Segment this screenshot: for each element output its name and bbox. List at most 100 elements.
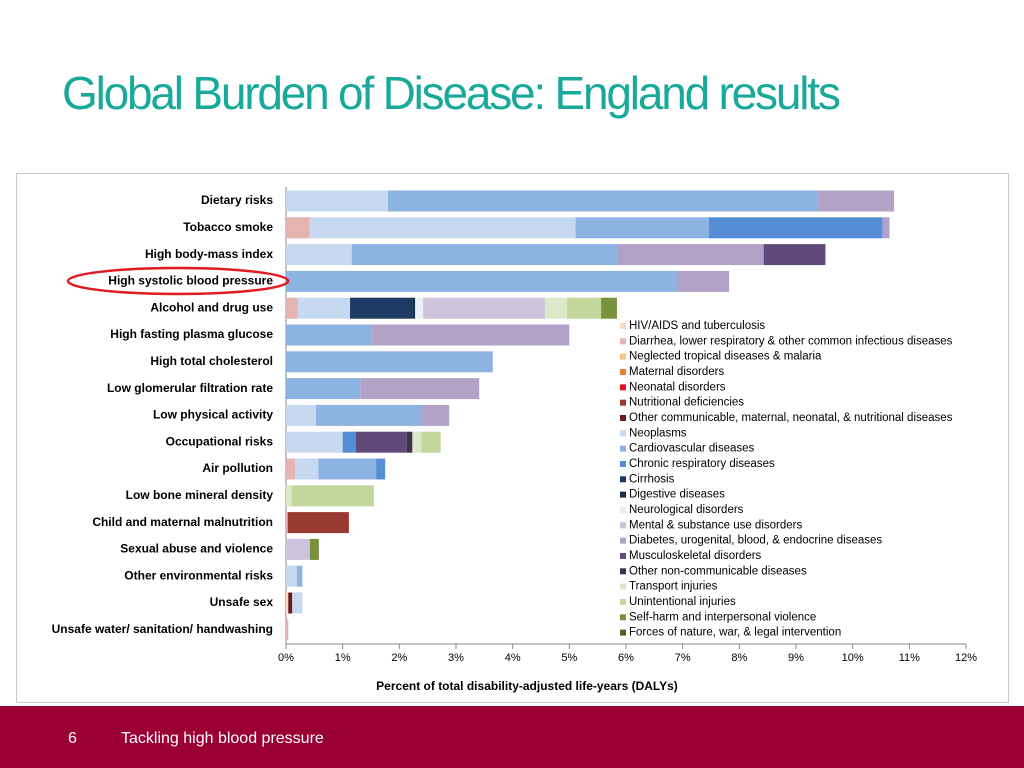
bar-segment — [818, 190, 895, 212]
legend-label: Diarrhea, lower respiratory & other comm… — [629, 335, 953, 347]
legend-label: Mental & substance use disorders — [629, 519, 802, 531]
x-tick-label: 1% — [335, 652, 351, 664]
legend-label: Transport injuries — [629, 581, 718, 593]
bar-segment — [286, 592, 289, 614]
bar-segment — [286, 378, 361, 400]
bar-segment — [544, 297, 568, 319]
bar-segment — [575, 217, 709, 239]
x-tick-label: 9% — [788, 652, 804, 664]
bar-segment — [288, 592, 293, 614]
legend-swatch — [620, 384, 626, 391]
bar-segment — [309, 217, 576, 239]
x-tick-label: 11% — [899, 652, 920, 664]
bar-segment — [286, 485, 292, 507]
legend-label: HIV/AIDS and tuberculosis — [629, 320, 765, 332]
legend-swatch — [620, 537, 626, 544]
y-tick-label: Low bone mineral density — [126, 488, 274, 502]
legend-label: Cirrhosis — [629, 473, 675, 485]
x-tick-label: 10% — [842, 652, 864, 664]
bar-segment — [286, 351, 493, 373]
legend-label: Neglected tropical diseases & malaria — [629, 351, 822, 363]
bar-segment — [708, 217, 883, 239]
y-tick-label: Other environmental risks — [124, 568, 273, 582]
bar-segment — [297, 297, 351, 319]
bar-segment — [412, 297, 416, 319]
bar-segment — [291, 485, 374, 507]
legend-label: Neurological disorders — [629, 504, 744, 516]
chart: Percent of total disability-adjusted lif… — [16, 173, 1009, 703]
y-tick-label: High total cholesterol — [150, 354, 273, 368]
legend-label: Diabetes, urogenital, blood, & endocrine… — [629, 535, 882, 547]
legend-swatch — [620, 491, 626, 498]
bar-segment — [295, 458, 319, 480]
bar-segment — [406, 431, 413, 453]
footer: 6 Tackling high blood pressure — [0, 706, 1024, 768]
y-tick-label: Occupational risks — [166, 434, 274, 448]
y-tick-label: Low physical activity — [153, 408, 273, 422]
bar-segment — [360, 378, 480, 400]
bar-segment — [763, 244, 826, 266]
y-tick-label: Sexual abuse and violence — [120, 542, 273, 556]
bar-segment — [286, 538, 310, 560]
y-tick-label: Tobacco smoke — [183, 220, 273, 234]
bar-segment — [376, 458, 386, 480]
bar-segment — [412, 431, 422, 453]
bar-segment — [350, 297, 413, 319]
y-tick-label: Dietary risks — [201, 193, 273, 207]
bar-segment — [309, 538, 319, 560]
legend-label: Self-harm and interpersonal violence — [629, 611, 816, 623]
y-tick-label: High fasting plasma glucose — [110, 327, 273, 341]
legend-swatch — [620, 476, 626, 483]
legend-swatch — [620, 430, 626, 437]
x-tick-label: 0% — [278, 652, 294, 664]
legend-swatch — [620, 614, 626, 621]
bar-segment — [286, 512, 288, 534]
bar-segment — [286, 217, 310, 239]
bar-segment — [286, 458, 296, 480]
legend-swatch — [620, 460, 626, 467]
legend-label: Chronic respiratory diseases — [629, 458, 775, 470]
legend-label: Maternal disorders — [629, 366, 724, 378]
bar-segment — [616, 244, 764, 266]
highlight-ellipse — [66, 266, 290, 296]
legend-swatch — [620, 506, 626, 513]
bar-segment — [286, 270, 677, 292]
legend-swatch — [620, 583, 626, 590]
legend-label: Forces of nature, war, & legal intervent… — [629, 627, 841, 639]
legend-swatch — [620, 399, 626, 406]
x-tick-label: 6% — [618, 652, 634, 664]
bar-segment — [316, 404, 422, 426]
legend-label: Other non-communicable diseases — [629, 565, 807, 577]
x-tick-label: 3% — [448, 652, 464, 664]
legend-label: Cardiovascular diseases — [629, 443, 755, 455]
y-tick-label: Child and maternal malnutrition — [92, 515, 273, 529]
bar-segment — [318, 458, 377, 480]
bar-segment — [286, 565, 297, 587]
bar-segment — [287, 512, 349, 534]
slide-title: Global Burden of Disease: England result… — [62, 67, 841, 119]
legend-swatch — [620, 552, 626, 559]
slide-number: 6 — [68, 730, 77, 747]
legend-swatch — [620, 338, 626, 345]
x-tick-label: 5% — [561, 652, 577, 664]
x-tick-label: 4% — [505, 652, 521, 664]
bar-segment — [292, 592, 303, 614]
legend-swatch — [620, 522, 626, 529]
x-tick-label: 2% — [391, 652, 407, 664]
legend-swatch — [620, 323, 626, 329]
bars — [286, 190, 895, 641]
legend-swatch — [620, 629, 626, 636]
bar-segment — [567, 297, 602, 319]
bar-segment — [882, 217, 890, 239]
y-tick-label: High body-mass index — [145, 247, 273, 261]
legend-label: Nutritional deficiencies — [629, 397, 744, 409]
legend-label: Digestive diseases — [629, 489, 725, 501]
legend-swatch — [620, 414, 626, 421]
bar-segment — [286, 431, 343, 453]
bar-segment — [286, 297, 298, 319]
bar-segment — [296, 565, 303, 587]
bar-segment — [388, 190, 819, 212]
bar-segment — [422, 404, 450, 426]
bar-segment — [677, 270, 730, 292]
